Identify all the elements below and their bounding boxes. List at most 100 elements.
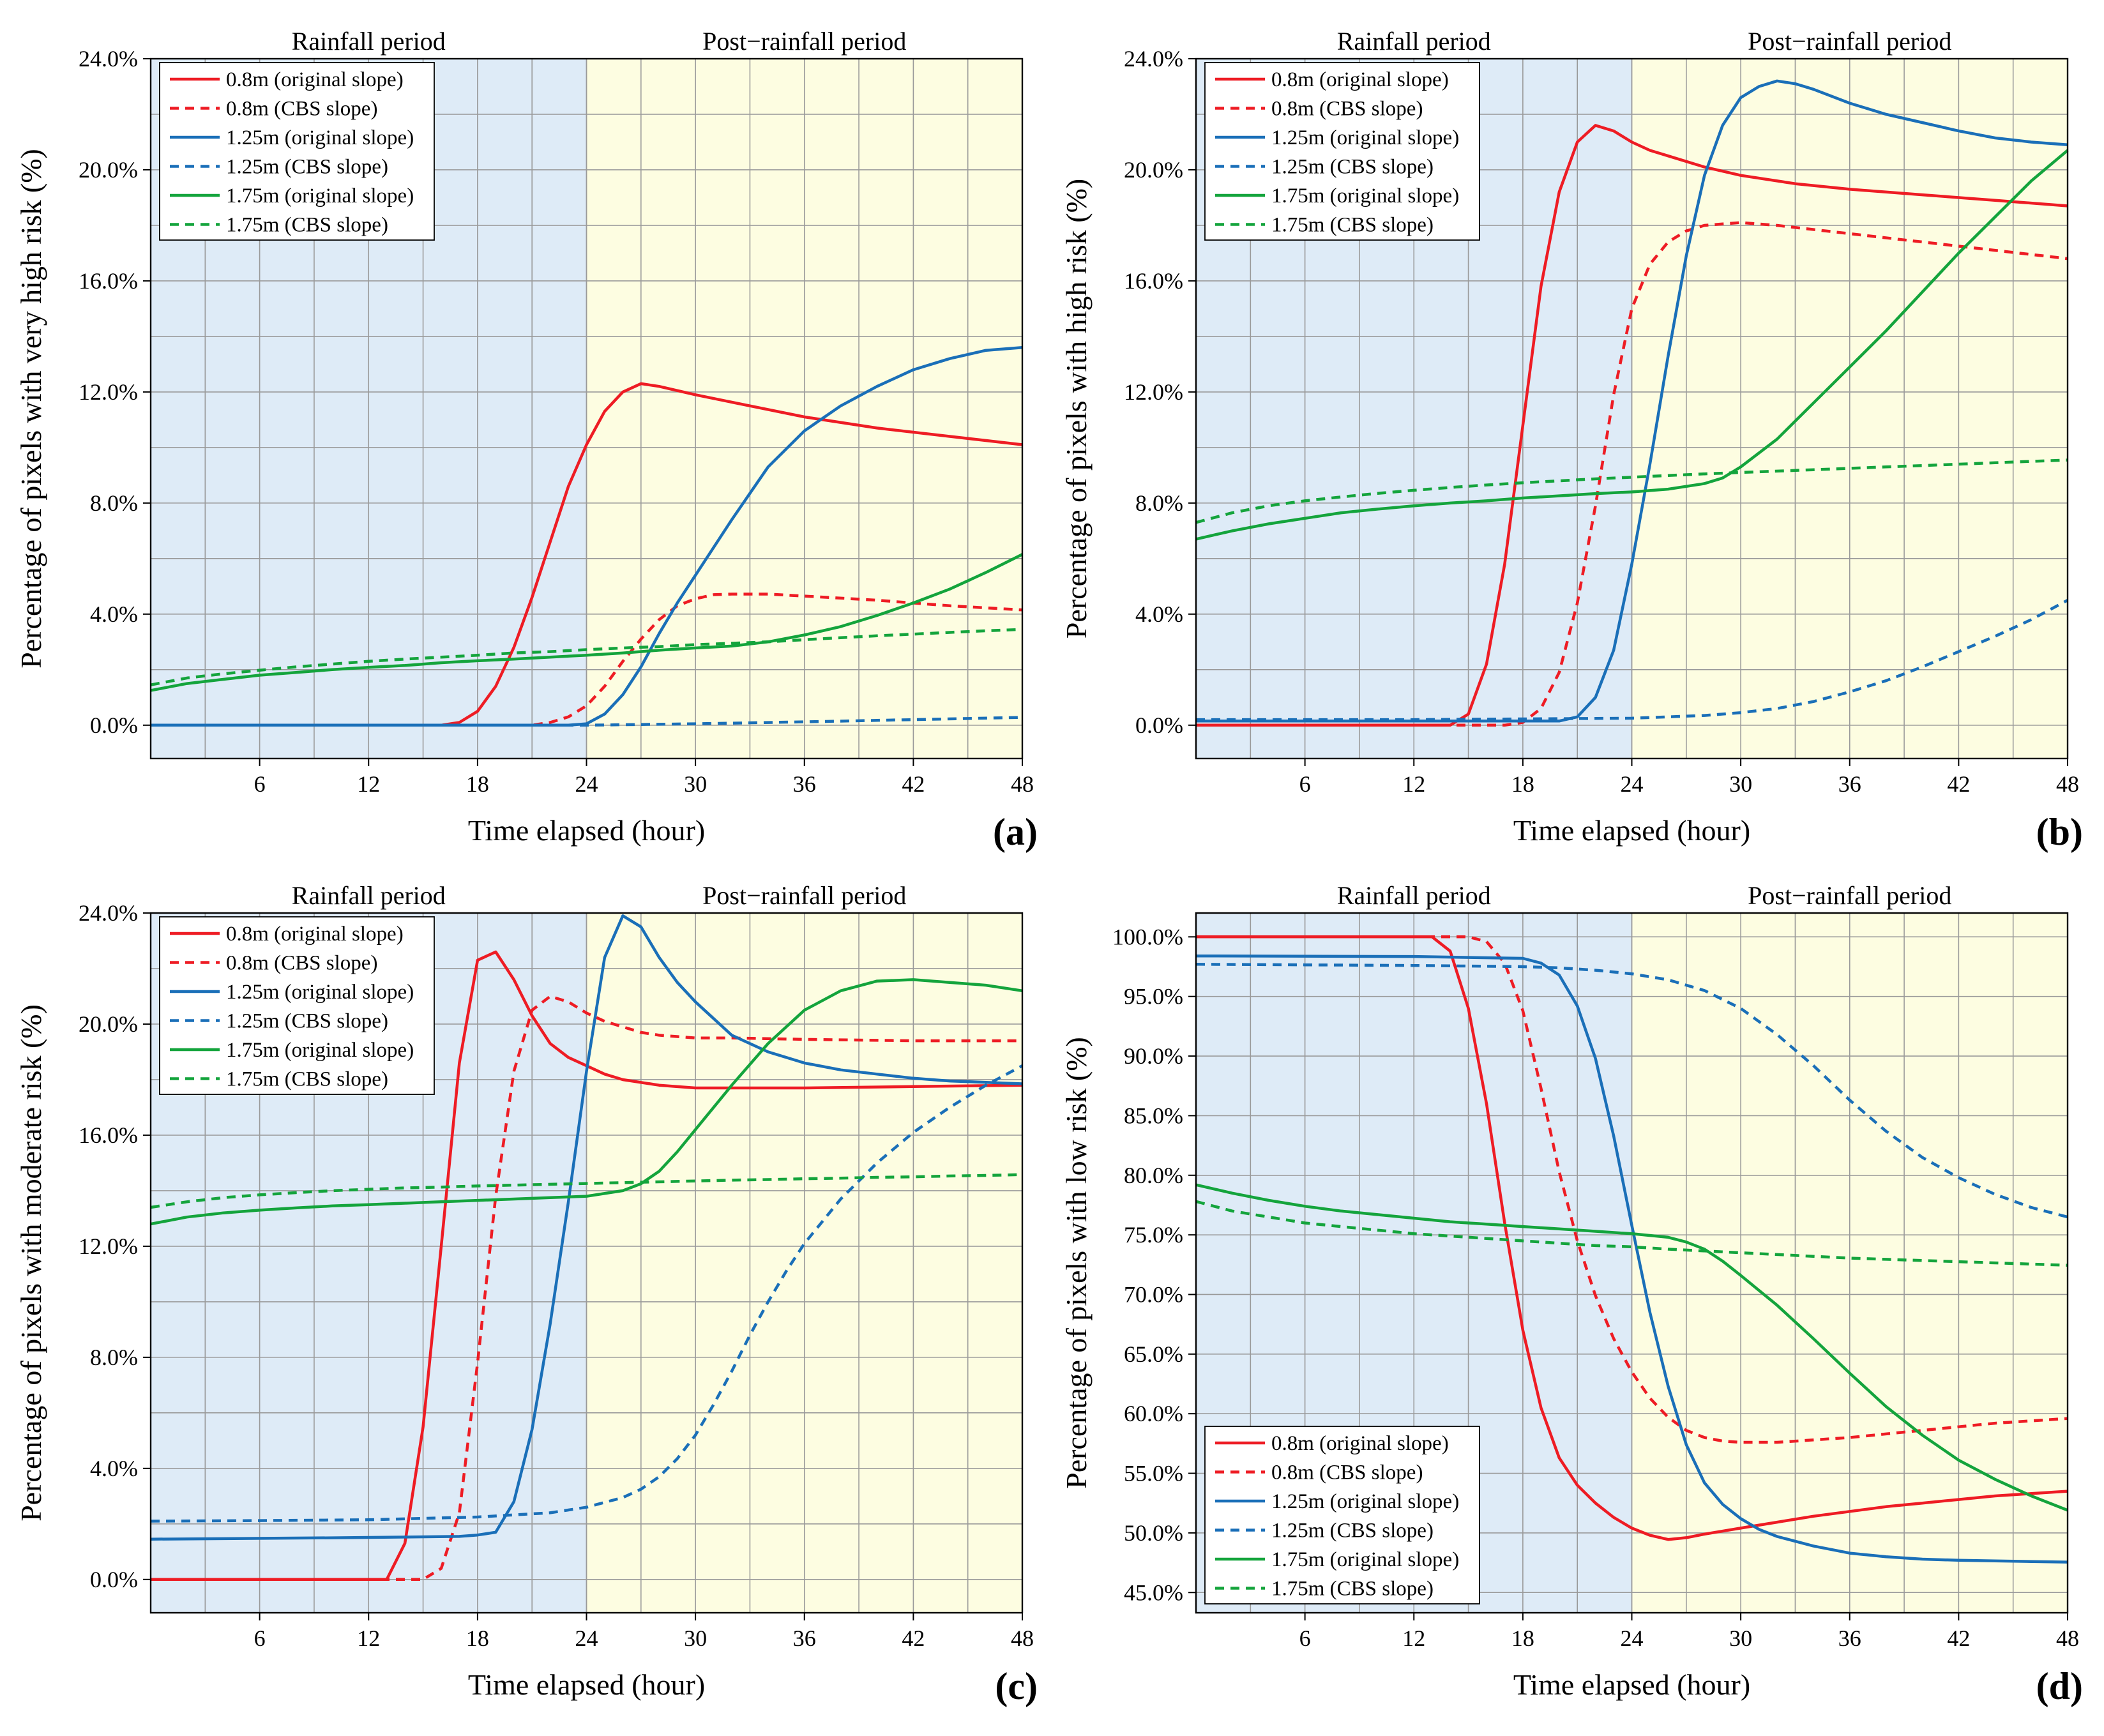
x-tick-label: 6 bbox=[254, 1626, 266, 1651]
x-tick-label: 18 bbox=[1511, 771, 1534, 797]
y-tick-label: 95.0% bbox=[1124, 984, 1183, 1009]
rainfall-period-label: Rainfall period bbox=[292, 27, 446, 56]
y-tick-label: 0.0% bbox=[90, 713, 138, 738]
series-line-1-75m-original-slope bbox=[1195, 149, 2069, 541]
legend-label: 1.75m (CBS slope) bbox=[226, 214, 388, 237]
y-tick-label: 55.0% bbox=[1124, 1461, 1183, 1486]
x-tick-label: 30 bbox=[1729, 771, 1752, 797]
series-line-1-75m-original-slope bbox=[150, 553, 1024, 692]
legend-label: 1.25m (CBS slope) bbox=[1271, 1520, 1434, 1543]
x-tick-label: 6 bbox=[1299, 771, 1311, 797]
legend-label: 0.8m (CBS slope) bbox=[226, 952, 377, 975]
y-tick-label: 20.0% bbox=[1124, 157, 1183, 183]
y-tick-label: 20.0% bbox=[79, 157, 138, 183]
y-tick-label: 8.0% bbox=[90, 490, 138, 516]
plot-frame bbox=[149, 57, 1024, 760]
series-line-1-25m-original-slope bbox=[150, 914, 1023, 1541]
x-tick-label: 30 bbox=[684, 771, 707, 797]
panel-tag: (b) bbox=[2036, 811, 2083, 853]
series-line-1-75m-original-slope bbox=[150, 978, 1023, 1226]
y-tick-label: 70.0% bbox=[1124, 1281, 1183, 1307]
series-line-1-75m-cbs-slope bbox=[150, 628, 1023, 686]
legend-label: 1.25m (original slope) bbox=[1271, 126, 1459, 149]
legend-label: 1.25m (original slope) bbox=[226, 981, 414, 1004]
x-axis-title: Time elapsed (hour) bbox=[1513, 1668, 1750, 1701]
panel-tag: (a) bbox=[993, 811, 1038, 853]
y-tick-label: 12.0% bbox=[79, 379, 138, 405]
series-line-0-8m-cbs-slope bbox=[151, 593, 1023, 727]
panel-tag: (d) bbox=[2036, 1665, 2083, 1707]
post-rainfall-period-label: Post−rainfall period bbox=[702, 27, 906, 56]
legend-box bbox=[1204, 1426, 1480, 1604]
y-tick-label: 8.0% bbox=[1135, 490, 1183, 516]
x-tick-label: 18 bbox=[466, 771, 489, 797]
x-tick-label: 24 bbox=[575, 771, 598, 797]
x-axis-title: Time elapsed (hour) bbox=[468, 814, 705, 847]
series-line-1-25m-original-slope bbox=[1196, 79, 2068, 723]
x-tick-label: 24 bbox=[1621, 1626, 1644, 1651]
series-line-1-75m-cbs-slope bbox=[150, 1173, 1023, 1209]
x-tick-label: 48 bbox=[2056, 771, 2079, 797]
panel-c: Rainfall period Post−rainfall period 6 12 18… bbox=[15, 881, 1038, 1707]
y-tick-label: 0.0% bbox=[1135, 713, 1183, 738]
y-axis-title: Percentage of pixels with moderate risk … bbox=[15, 1004, 47, 1521]
panel-a: Rainfall period Post−rainfall period 6 12 18… bbox=[15, 27, 1038, 853]
x-tick-label: 12 bbox=[1402, 1626, 1425, 1651]
legend-label: 1.75m (original slope) bbox=[226, 1039, 414, 1062]
x-tick-label: 12 bbox=[357, 1626, 380, 1651]
panel-tag: (c) bbox=[995, 1665, 1038, 1707]
y-tick-label: 12.0% bbox=[79, 1234, 138, 1259]
legend-label: 1.25m (original slope) bbox=[1271, 1490, 1459, 1513]
x-tick-label: 48 bbox=[1011, 771, 1034, 797]
legend-label: 1.75m (CBS slope) bbox=[226, 1068, 388, 1091]
legend-label: 0.8m (CBS slope) bbox=[226, 98, 377, 121]
legend-label: 1.75m (CBS slope) bbox=[1271, 1578, 1434, 1601]
post-rainfall-period-label: Post−rainfall period bbox=[1748, 27, 1951, 56]
legend-box bbox=[159, 62, 435, 241]
legend-label: 1.75m (CBS slope) bbox=[1271, 214, 1434, 237]
x-tick-label: 36 bbox=[793, 1626, 816, 1651]
x-tick-label: 12 bbox=[1402, 771, 1425, 797]
x-tick-label: 48 bbox=[2056, 1626, 2079, 1651]
y-tick-label: 90.0% bbox=[1124, 1043, 1183, 1069]
y-tick-label: 16.0% bbox=[1124, 268, 1183, 294]
x-tick-label: 6 bbox=[1299, 1626, 1311, 1651]
x-axis-title: Time elapsed (hour) bbox=[468, 1668, 705, 1701]
series-line-0-8m-original-slope bbox=[151, 382, 1023, 727]
y-tick-label: 4.0% bbox=[90, 1456, 138, 1481]
y-tick-label: 16.0% bbox=[79, 1122, 138, 1148]
y-tick-label: 24.0% bbox=[79, 46, 138, 72]
x-tick-label: 30 bbox=[1729, 1626, 1752, 1651]
x-tick-label: 42 bbox=[902, 771, 925, 797]
y-tick-label: 4.0% bbox=[90, 601, 138, 627]
plot-frame bbox=[1195, 57, 2069, 760]
series-line-0-8m-original-slope bbox=[1196, 124, 2068, 727]
post-rainfall-period-label: Post−rainfall period bbox=[1748, 881, 1951, 910]
x-tick-label: 42 bbox=[1947, 771, 1970, 797]
legend-label: 1.25m (CBS slope) bbox=[226, 156, 388, 179]
rainfall-period-label: Rainfall period bbox=[1337, 27, 1491, 56]
y-tick-label: 85.0% bbox=[1124, 1103, 1183, 1128]
legend-label: 1.75m (original slope) bbox=[226, 185, 414, 208]
legend-label: 1.25m (CBS slope) bbox=[1271, 156, 1434, 179]
x-tick-label: 42 bbox=[1947, 1626, 1970, 1651]
series-line-1-75m-original-slope bbox=[1195, 1183, 2068, 1512]
legend-label: 1.25m (CBS slope) bbox=[226, 1010, 388, 1033]
y-tick-label: 16.0% bbox=[79, 268, 138, 294]
legend-label: 0.8m (original slope) bbox=[1271, 1432, 1449, 1455]
legend-label: 0.8m (original slope) bbox=[1271, 68, 1449, 91]
y-tick-label: 0.0% bbox=[90, 1567, 138, 1592]
y-tick-label: 8.0% bbox=[90, 1345, 138, 1370]
x-tick-label: 18 bbox=[466, 1626, 489, 1651]
y-tick-label: 12.0% bbox=[1124, 379, 1183, 405]
legend-box bbox=[159, 916, 435, 1095]
x-tick-label: 18 bbox=[1511, 1626, 1534, 1651]
series-line-1-25m-original-slope bbox=[151, 346, 1023, 727]
series-line-1-25m-original-slope bbox=[1195, 954, 2068, 1564]
x-tick-label: 48 bbox=[1011, 1626, 1034, 1651]
panel-b: Rainfall period Post−rainfall period 6 12 18… bbox=[1060, 27, 2083, 853]
y-tick-label: 65.0% bbox=[1124, 1341, 1183, 1367]
series-line-1-25m-cbs-slope bbox=[151, 716, 1023, 727]
plot-frame bbox=[1195, 912, 2069, 1614]
